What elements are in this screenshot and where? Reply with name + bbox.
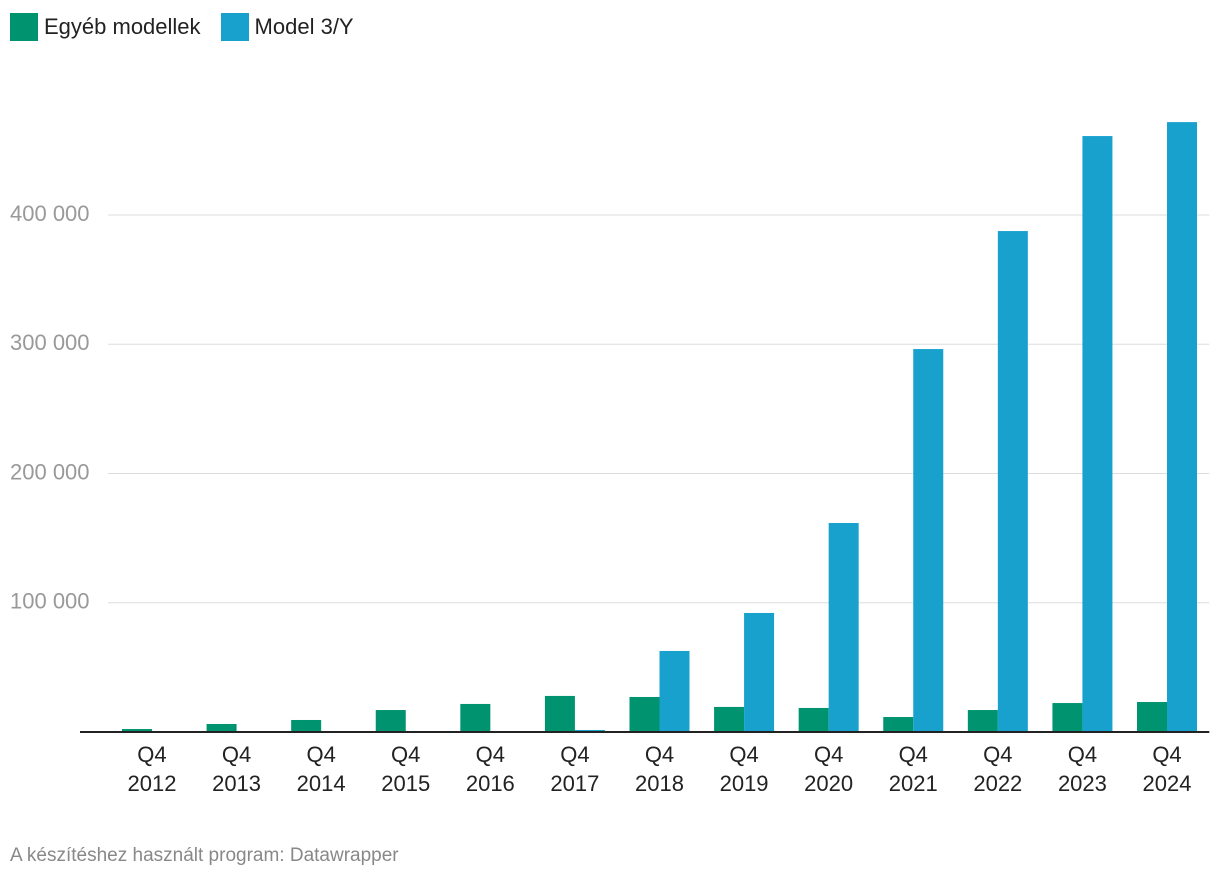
footer: A készítéshez használt program: Datawrap… (10, 845, 399, 866)
y-tick-label: 100 000 (10, 589, 90, 614)
x-tick-label: Q4 2018 (635, 742, 684, 796)
y-tick-label: 200 000 (10, 459, 90, 484)
legend-item: Model 3/Y (220, 13, 354, 41)
x-tick-label: Q4 2024 (1142, 742, 1192, 796)
bar (1137, 702, 1168, 732)
bar (997, 231, 1028, 732)
bar (659, 650, 690, 732)
legend-swatch (10, 13, 38, 41)
bar (206, 723, 237, 732)
x-tick-label: Q4 2017 (550, 742, 600, 796)
bar (544, 695, 575, 732)
bar (798, 707, 829, 732)
y-tick-label: 400 000 (10, 201, 90, 226)
bar (574, 729, 605, 732)
x-tick-label: Q4 2019 (719, 742, 769, 796)
x-tick-label: Q4 2022 (973, 742, 1023, 796)
legend-label: Egyéb modellek (44, 14, 201, 39)
bar (375, 710, 406, 732)
bar (121, 729, 152, 732)
x-tick-label: Q4 2023 (1057, 742, 1107, 796)
bar (828, 523, 859, 732)
x-tick-label: Q4 2014 (296, 742, 346, 796)
bar (744, 612, 775, 732)
bar (1082, 136, 1113, 732)
legend-item: Egyéb modellek (10, 13, 201, 41)
bar (967, 710, 998, 732)
x-tick-label: Q4 2016 (465, 742, 515, 796)
x-tick-label: Q4 2012 (127, 742, 177, 796)
x-tick-label: Q4 2013 (212, 742, 262, 796)
bar (291, 719, 322, 732)
x-tick-label: Q4 2021 (888, 742, 938, 796)
x-tick-label: Q4 2015 (381, 742, 431, 796)
bar (629, 696, 660, 732)
bar (1052, 703, 1083, 732)
bar (1167, 122, 1198, 733)
legend-swatch (220, 13, 249, 41)
legend-label: Model 3/Y (254, 14, 354, 39)
bar (460, 703, 491, 732)
bar (913, 349, 944, 732)
y-tick-label: 300 000 (10, 330, 90, 355)
x-tick-label: Q4 2020 (804, 742, 854, 796)
bar (883, 717, 914, 732)
bar (714, 706, 745, 732)
